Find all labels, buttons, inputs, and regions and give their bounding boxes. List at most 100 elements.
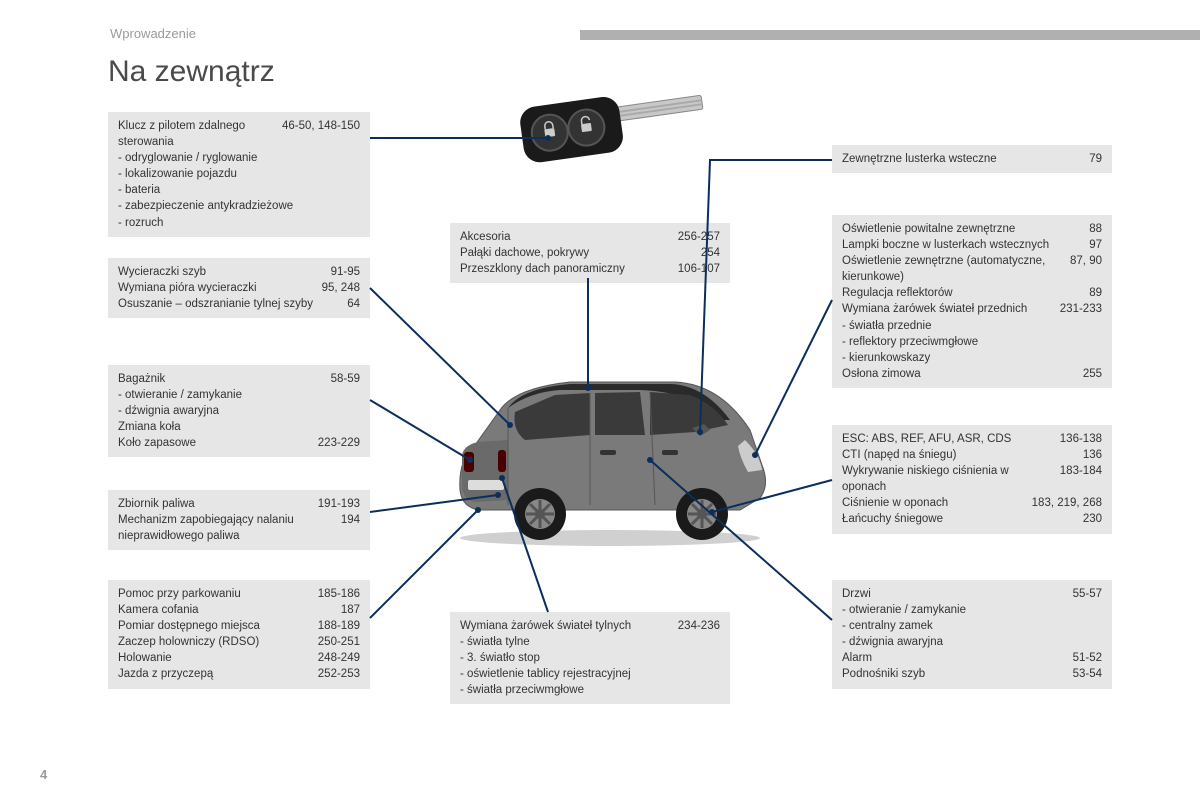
box-lighting: Oświetlenie powitalne zewnętrzne88Lampki… xyxy=(832,215,1112,388)
item-label: Wycieraczki szyb xyxy=(118,264,331,280)
box-key-remote: Klucz z pilotem zdalnego sterowania46-50… xyxy=(108,112,370,237)
item-pages: 256-257 xyxy=(678,229,720,245)
sub-item: otwieranie / zamykanie xyxy=(856,604,966,616)
sub-item: światła przeciwmgłowe xyxy=(474,684,584,696)
item-pages: 231-233 xyxy=(1060,301,1102,317)
item-pages: 53-54 xyxy=(1073,666,1102,682)
item-label: Przeszklony dach panoramiczny xyxy=(460,261,678,277)
item-label: Osuszanie – odszranianie tylnej szyby xyxy=(118,296,347,312)
item-pages: 183, 219, 268 xyxy=(1032,495,1102,511)
item-pages: 187 xyxy=(341,602,360,618)
item-pages: 97 xyxy=(1089,237,1102,253)
item-label: Wykrywanie niskiego ciśnienia w oponach xyxy=(842,463,1060,495)
page-number: 4 xyxy=(40,767,47,782)
box-esc: ESC: ABS, REF, AFU, ASR, CDS136-138CTI (… xyxy=(832,425,1112,534)
sub-item: zabezpieczenie antykradzieżowe xyxy=(132,200,293,212)
item-label: Zaczep holowniczy (RDSO) xyxy=(118,634,318,650)
item-label: Zmiana koła xyxy=(118,419,360,435)
item-pages: 230 xyxy=(1083,511,1102,527)
sub-item: lokalizowanie pojazdu xyxy=(132,168,237,180)
item-pages: 136-138 xyxy=(1060,431,1102,447)
box-rear-bulbs: Wymiana żarówek świateł tylnych234-236 św… xyxy=(450,612,730,704)
item-pages: 252-253 xyxy=(318,666,360,682)
sub-item: reflektory przeciwmgłowe xyxy=(856,336,978,348)
item-pages: 58-59 xyxy=(331,371,360,387)
sub-item: światła tylne xyxy=(474,636,530,648)
item-pages: 254 xyxy=(701,245,720,261)
item-label: Akcesoria xyxy=(460,229,678,245)
item-pages: 91-95 xyxy=(331,264,360,280)
item-label: Zbiornik paliwa xyxy=(118,496,318,512)
item-label: Wymiana pióra wycieraczki xyxy=(118,280,322,296)
header-bar xyxy=(580,30,1200,40)
item-label: Zewnętrzne lusterka wsteczne xyxy=(842,151,1089,167)
car-illustration xyxy=(440,370,780,550)
key-fob-illustration xyxy=(512,90,712,170)
box-accessories: Akcesoria256-257Pałąki dachowe, pokrywy2… xyxy=(450,223,730,283)
item-label: Mechanizm zapobiegający nalaniu nieprawi… xyxy=(118,512,341,544)
item-pages: 64 xyxy=(347,296,360,312)
item-pages: 95, 248 xyxy=(322,280,360,296)
item-label: Łańcuchy śniegowe xyxy=(842,511,1083,527)
sub-item: rozruch xyxy=(132,217,163,229)
item-label: Bagażnik xyxy=(118,371,331,387)
item-pages: 88 xyxy=(1089,221,1102,237)
item-label: Oświetlenie zewnętrzne (automatyczne, ki… xyxy=(842,253,1070,285)
sub-item: otwieranie / zamykanie xyxy=(132,389,242,401)
sub-item: 3. światło stop xyxy=(474,652,540,664)
sub-item: dźwignia awaryjna xyxy=(132,405,219,417)
sub-item: światła przednie xyxy=(856,320,932,332)
item-pages: 255 xyxy=(1083,366,1102,382)
item-label: Holowanie xyxy=(118,650,318,666)
item-pages: 89 xyxy=(1089,285,1102,301)
item-label: Regulacja reflektorów xyxy=(842,285,1089,301)
item-label: Pomoc przy parkowaniu xyxy=(118,586,318,602)
sub-item: centralny zamek xyxy=(856,620,933,632)
item-label: Pomiar dostępnego miejsca xyxy=(118,618,318,634)
item-label: Koło zapasowe xyxy=(118,435,318,451)
item-label: Oświetlenie powitalne zewnętrzne xyxy=(842,221,1089,237)
item-label: Pałąki dachowe, pokrywy xyxy=(460,245,701,261)
sub-item: odryglowanie / ryglowanie xyxy=(132,152,257,164)
item-pages: 250-251 xyxy=(318,634,360,650)
item-label: Jazda z przyczepą xyxy=(118,666,318,682)
item-pages: 234-236 xyxy=(678,618,720,634)
item-pages: 191-193 xyxy=(318,496,360,512)
box-wipers: Wycieraczki szyb91-95 Wymiana pióra wycie… xyxy=(108,258,370,318)
box-boot: Bagażnik58-59 otwieranie / zamykanie dźwig… xyxy=(108,365,370,457)
item-label: Podnośniki szyb xyxy=(842,666,1073,682)
box-parking: Pomoc przy parkowaniu185-186Kamera cofan… xyxy=(108,580,370,689)
item-label: Klucz z pilotem zdalnego sterowania xyxy=(118,118,282,150)
item-pages: 185-186 xyxy=(318,586,360,602)
item-label: Kamera cofania xyxy=(118,602,341,618)
item-pages: 46-50, 148-150 xyxy=(282,118,360,150)
box-mirrors: Zewnętrzne lusterka wsteczne79 xyxy=(832,145,1112,173)
item-label: Wymiana żarówek świateł tylnych xyxy=(460,618,678,634)
item-pages: 136 xyxy=(1083,447,1102,463)
item-label: Osłona zimowa xyxy=(842,366,1083,382)
item-pages: 106-107 xyxy=(678,261,720,277)
item-label: Alarm xyxy=(842,650,1073,666)
item-pages: 188-189 xyxy=(318,618,360,634)
section-label: Wprowadzenie xyxy=(110,26,196,41)
item-label: Lampki boczne w lusterkach wstecznych xyxy=(842,237,1089,253)
item-pages: 248-249 xyxy=(318,650,360,666)
item-label: CTI (napęd na śniegu) xyxy=(842,447,1083,463)
box-fuel: Zbiornik paliwa191-193Mechanizm zapobieg… xyxy=(108,490,370,550)
item-pages: 223-229 xyxy=(318,435,360,451)
item-pages: 51-52 xyxy=(1073,650,1102,666)
item-pages: 79 xyxy=(1089,151,1102,167)
item-pages: 55-57 xyxy=(1073,586,1102,602)
sub-item: kierunkowskazy xyxy=(856,352,930,364)
sub-item: bateria xyxy=(132,184,160,196)
box-doors: Drzwi55-57 otwieranie / zamykanie centraln… xyxy=(832,580,1112,689)
item-label: Ciśnienie w oponach xyxy=(842,495,1032,511)
item-label: ESC: ABS, REF, AFU, ASR, CDS xyxy=(842,431,1060,447)
sub-item: dźwignia awaryjna xyxy=(856,636,943,648)
item-pages: 87, 90 xyxy=(1070,253,1102,285)
item-label: Wymiana żarówek świateł przednich xyxy=(842,301,1060,317)
item-pages: 183-184 xyxy=(1060,463,1102,495)
item-label: Drzwi xyxy=(842,586,1073,602)
page-title: Na zewnątrz xyxy=(108,55,275,89)
item-pages: 194 xyxy=(341,512,360,544)
